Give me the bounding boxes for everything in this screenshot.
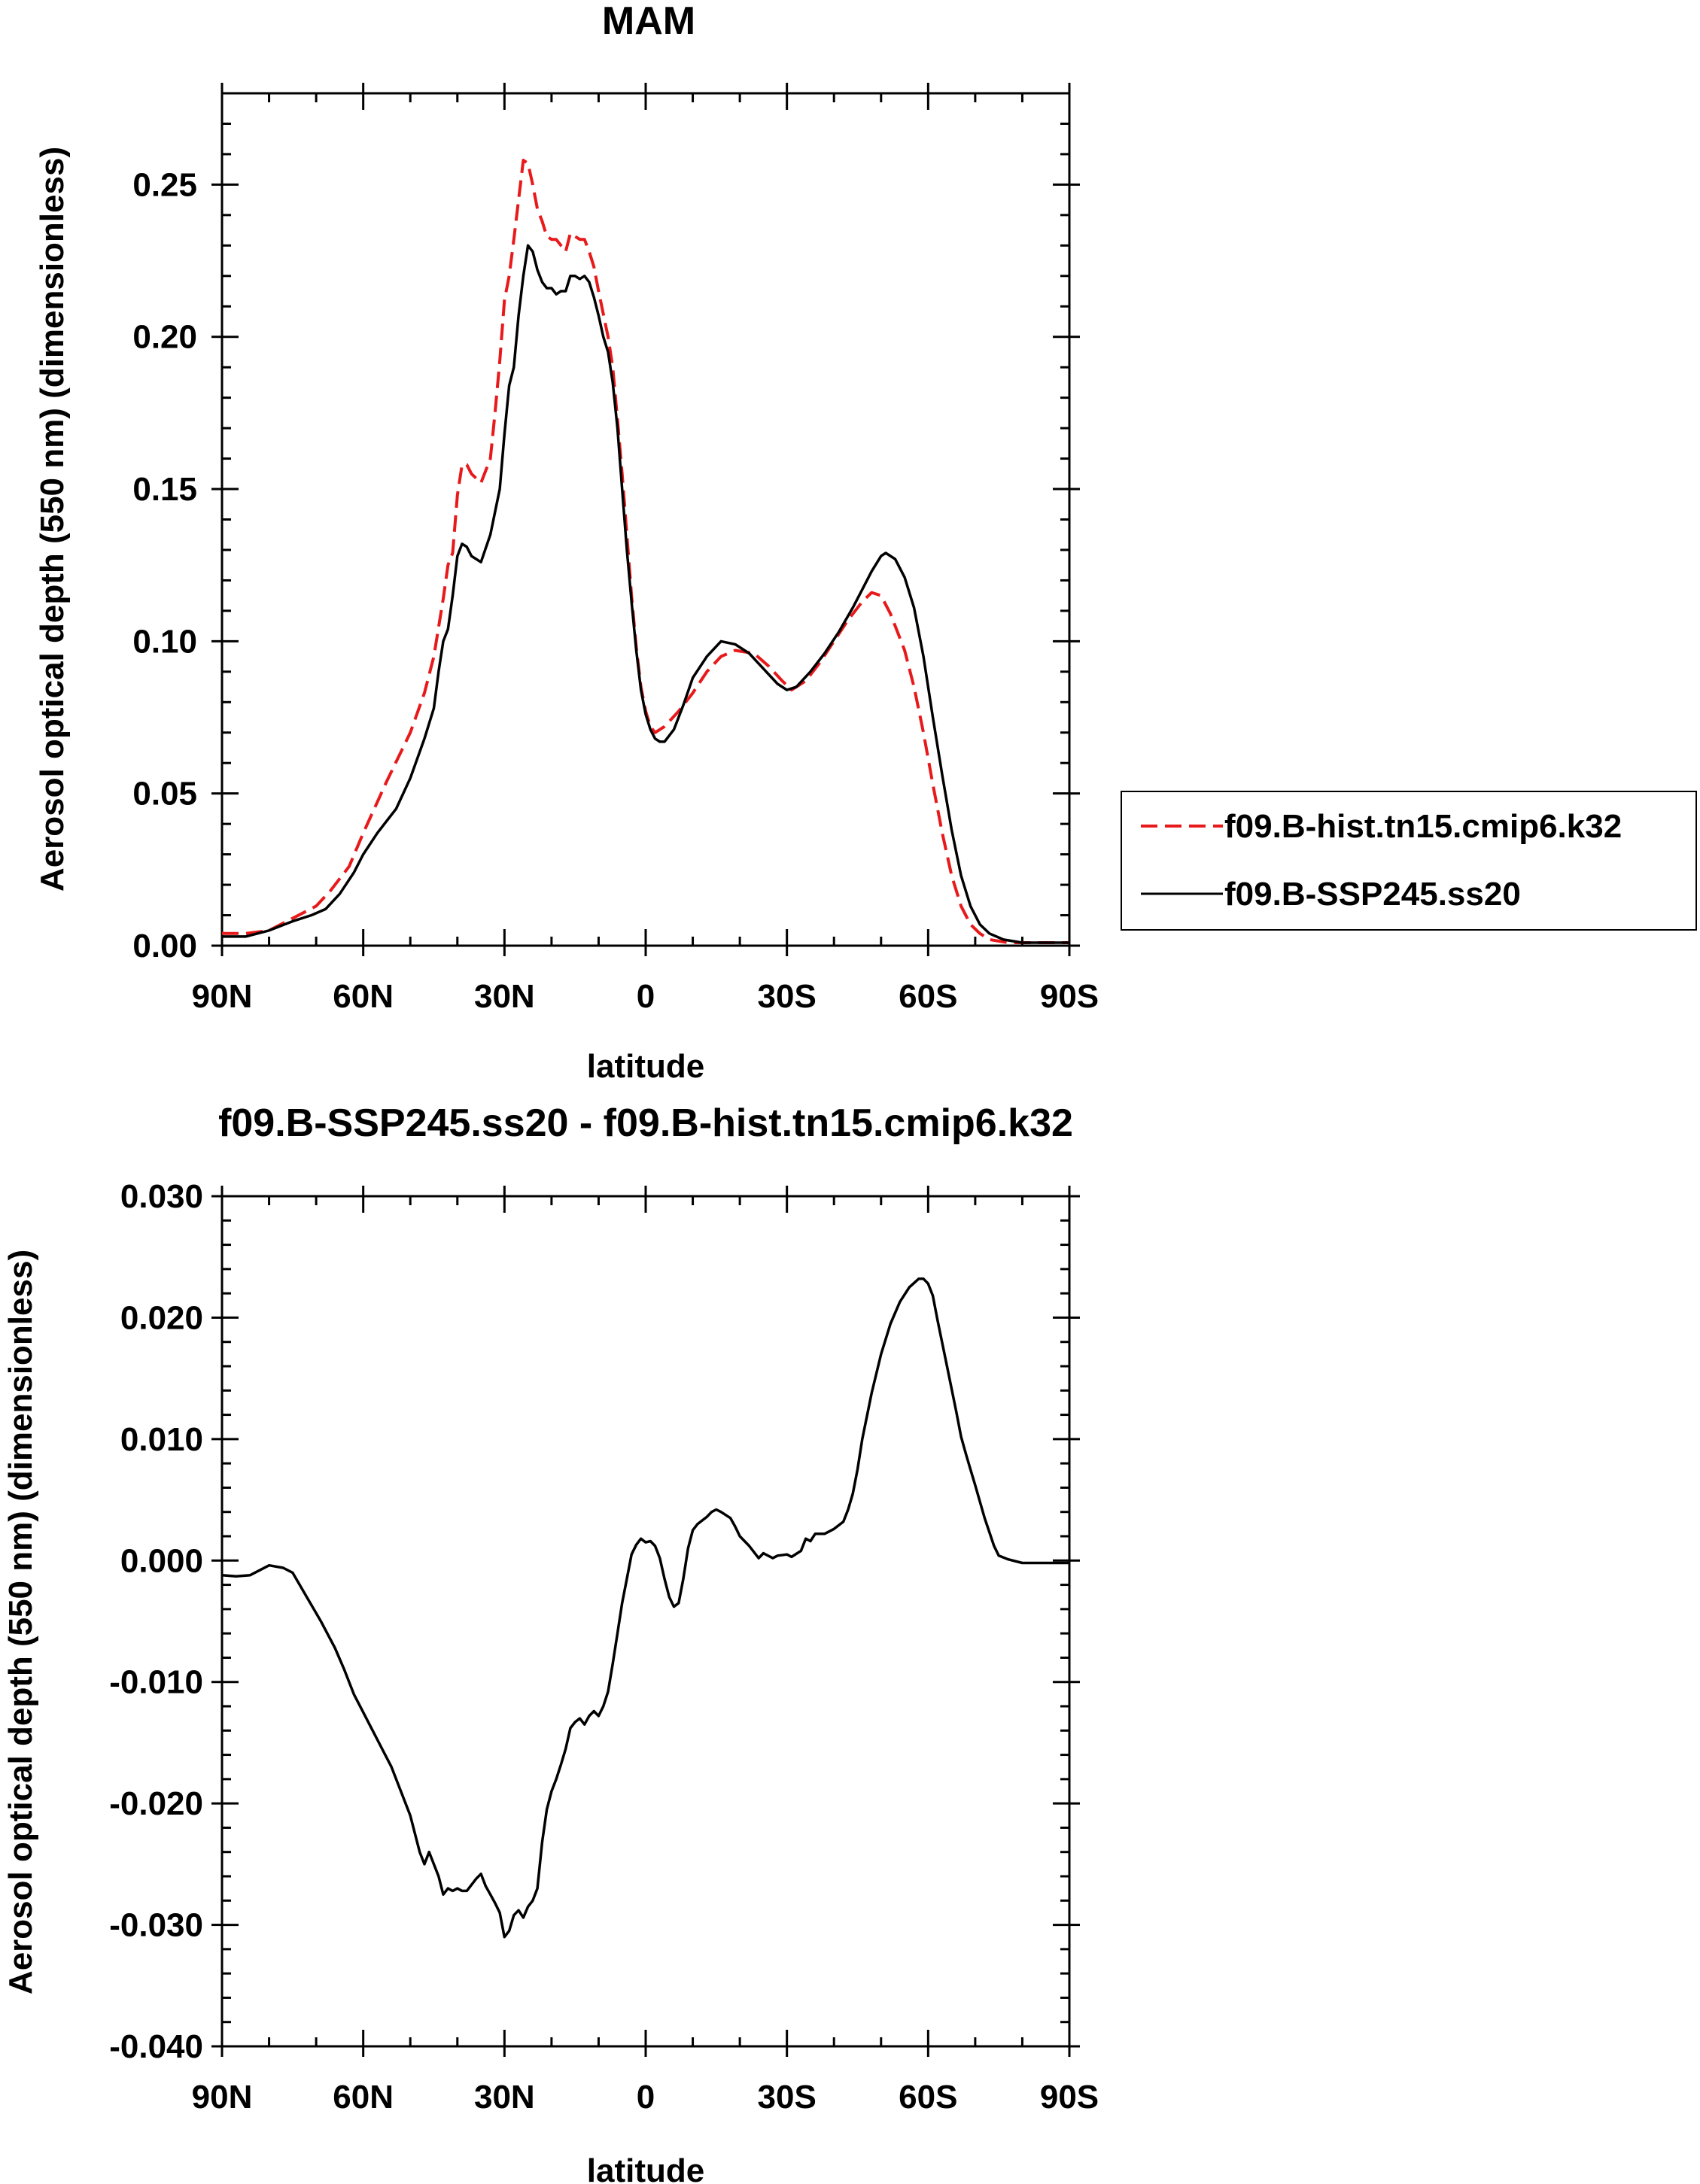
- y-tick-label: 0.20: [132, 319, 197, 356]
- legend: f09.B-hist.tn15.cmip6.k32 f09.B-SSP245.s…: [1121, 791, 1697, 931]
- y-tick-label: 0.10: [132, 623, 197, 660]
- y-tick-label: -0.020: [109, 1785, 203, 1822]
- x-tick-label: 60S: [899, 2079, 957, 2116]
- x-tick-label: 90N: [192, 2079, 253, 2116]
- legend-box: [1121, 791, 1697, 931]
- y-tick-label: 0.010: [120, 1421, 203, 1458]
- x-axis-label: latitude: [587, 2152, 704, 2184]
- series-line-0: [222, 1277, 1069, 1939]
- x-tick-label: 90S: [1040, 2079, 1099, 2116]
- chart-title: MAM: [602, 0, 695, 43]
- y-tick-label: 0.020: [120, 1299, 203, 1336]
- legend-label-ssp: f09.B-SSP245.ss20: [1224, 876, 1521, 913]
- y-axis-label: Aerosol optical depth (550 nm) (dimensio…: [2, 1250, 39, 1994]
- y-tick-label: -0.030: [109, 1907, 203, 1944]
- y-tick-label: 0.05: [132, 776, 197, 813]
- legend-label-hist: f09.B-hist.tn15.cmip6.k32: [1224, 808, 1622, 845]
- x-tick-label: 60N: [333, 2079, 394, 2116]
- y-tick-label: 0.25: [132, 166, 197, 203]
- chart-title: f09.B-SSP245.ss20 - f09.B-hist.tn15.cmip…: [218, 1101, 1073, 1145]
- plot-area: 90N 60N 30N 0 30S 60S 90S 0.030 0.020 0.010 0.000 -…: [109, 1178, 1099, 2116]
- x-tick-label: 90N: [192, 978, 253, 1015]
- x-tick-label: 0: [637, 978, 655, 1015]
- y-tick-label: 0.030: [120, 1178, 203, 1215]
- series-line-0: [222, 159, 1069, 944]
- plot-area: 90N 60N 30N 0 30S 60S 90S 0.00 0.05 0.10 0.15 0.20 0…: [132, 83, 1099, 1015]
- bottom-chart: f09.B-SSP245.ss20 - f09.B-hist.tn15.cmip…: [2, 1101, 1099, 2184]
- y-axis-label: Aerosol optical depth (550 nm) (dimensio…: [34, 147, 71, 892]
- y-tick-label: 0.15: [132, 471, 197, 508]
- x-tick-label: 30N: [474, 978, 535, 1015]
- x-tick-label: 0: [637, 2079, 655, 2116]
- x-tick-label: 60S: [899, 978, 957, 1015]
- y-tick-label: 0.000: [120, 1542, 203, 1579]
- y-tick-label: -0.010: [109, 1664, 203, 1701]
- x-tick-label: 30S: [758, 978, 817, 1015]
- x-tick-label: 30N: [474, 2079, 535, 2116]
- y-tick-label: -0.040: [109, 2028, 203, 2065]
- y-tick-label: 0.00: [132, 928, 197, 964]
- x-tick-label: 90S: [1040, 978, 1099, 1015]
- top-chart: MAM 90N 60N 30N 0 30S 60S 90S 0.00 0.05 0.10 0.15 0…: [34, 0, 1697, 1085]
- x-tick-label: 60N: [333, 978, 394, 1015]
- x-tick-label: 30S: [758, 2079, 817, 2116]
- x-axis-label: latitude: [587, 1048, 704, 1085]
- series-line-1: [222, 244, 1069, 944]
